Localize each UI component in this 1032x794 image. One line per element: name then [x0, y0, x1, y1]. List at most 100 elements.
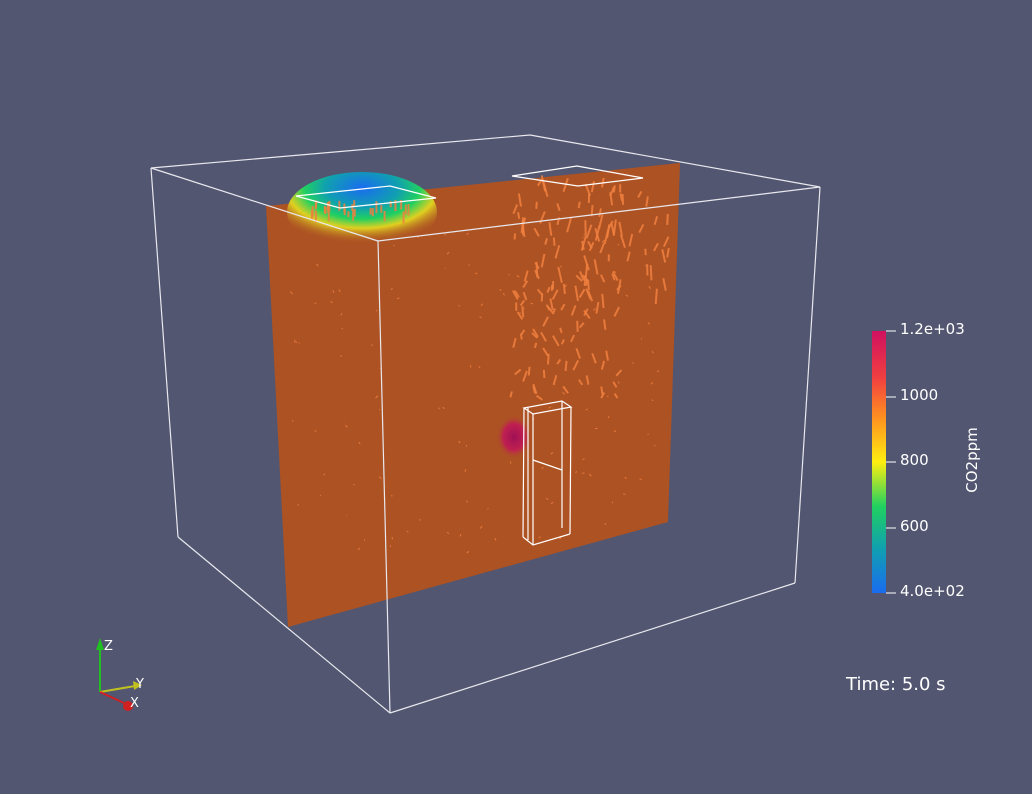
velocity-arrow — [585, 375, 590, 385]
velocity-arrow — [316, 263, 319, 267]
velocity-arrow — [358, 441, 361, 445]
colorbar-label-max: 1.2e+03 — [900, 320, 965, 338]
velocity-arrow — [579, 271, 585, 281]
orientation-axes[interactable]: Z Y X — [96, 638, 144, 711]
velocity-arrow — [612, 185, 616, 193]
velocity-arrow — [480, 303, 484, 306]
velocity-arrow — [466, 550, 470, 554]
velocity-arrow — [617, 243, 620, 246]
velocity-arrow — [532, 385, 536, 394]
velocity-arrow — [559, 327, 563, 334]
velocity-arrow — [541, 467, 544, 469]
velocity-arrow — [578, 288, 586, 299]
velocity-arrow — [532, 328, 539, 338]
velocity-arrow — [583, 308, 589, 316]
velocity-arrow — [554, 244, 561, 259]
velocity-arrow — [582, 458, 585, 461]
axis-y-label: Y — [135, 677, 144, 692]
velocity-arrow — [479, 316, 482, 319]
velocity-arrow — [552, 375, 558, 386]
velocity-arrow — [390, 287, 393, 290]
velocity-arrow — [572, 360, 580, 371]
velocity-arrow — [600, 360, 606, 370]
velocity-arrow — [538, 536, 541, 539]
velocity-arrow — [653, 216, 659, 226]
velocity-arrow — [479, 525, 483, 529]
occupant-box-outline — [522, 400, 573, 546]
velocity-arrow — [560, 339, 565, 345]
velocity-arrow — [638, 223, 645, 234]
velocity-arrow — [517, 193, 522, 207]
velocity-arrow — [531, 332, 538, 339]
velocity-arrow — [540, 331, 547, 342]
velocity-arrow — [662, 278, 667, 291]
velocity-arrow — [474, 272, 478, 275]
velocity-arrow — [446, 531, 450, 535]
velocity-arrow — [613, 306, 620, 317]
velocity-arrow — [609, 192, 614, 206]
velocity-arrow — [442, 406, 445, 410]
velocity-arrow — [291, 420, 294, 422]
velocity-arrow — [580, 235, 587, 251]
velocity-arrow — [587, 279, 590, 291]
velocity-arrow — [618, 221, 623, 236]
velocity-arrow — [605, 350, 609, 361]
velocity-arrow — [601, 293, 605, 309]
velocity-arrow — [533, 342, 538, 349]
velocity-arrow — [522, 291, 528, 301]
velocity-arrow — [550, 501, 554, 505]
velocity-arrow — [591, 352, 597, 364]
velocity-arrow — [637, 190, 643, 198]
velocity-arrow — [618, 381, 620, 384]
velocity-arrow — [575, 470, 578, 474]
velocity-arrow — [578, 379, 584, 386]
velocity-arrow — [516, 275, 520, 278]
velocity-arrow — [536, 288, 543, 296]
velocity-arrow — [323, 473, 326, 476]
colorbar-label-1000: 1000 — [900, 386, 939, 404]
inlet-plume — [287, 172, 437, 252]
velocity-arrow — [558, 537, 562, 540]
velocity-arrow — [593, 308, 596, 311]
velocity-arrow — [438, 407, 440, 410]
velocity-arrow — [582, 472, 585, 474]
velocity-arrow — [611, 273, 616, 281]
velocity-arrow — [613, 270, 617, 274]
velocity-arrow — [458, 440, 461, 444]
velocity-arrow — [542, 347, 549, 357]
ceiling-outlet-outline — [511, 165, 644, 187]
velocity-arrow — [521, 305, 525, 318]
velocity-arrow — [552, 335, 560, 347]
co2-source-blob — [496, 415, 532, 459]
velocity-arrow — [624, 476, 627, 479]
velocity-arrow — [559, 265, 563, 268]
velocity-arrow — [600, 274, 606, 283]
axis-x-label: X — [130, 696, 139, 711]
velocity-arrow — [519, 333, 523, 340]
velocity-arrow — [546, 498, 549, 500]
velocity-arrow — [607, 220, 614, 230]
velocity-arrow — [662, 236, 670, 248]
velocity-arrow — [519, 299, 526, 307]
velocity-arrow — [603, 227, 610, 245]
velocity-arrow — [293, 339, 296, 343]
velocity-arrow — [297, 504, 299, 506]
velocity-arrow — [616, 284, 622, 291]
velocity-arrow — [585, 288, 592, 300]
velocity-arrow — [625, 294, 629, 297]
velocity-arrow — [595, 301, 600, 314]
velocity-arrow — [601, 239, 605, 243]
colorbar-label-800: 800 — [900, 451, 929, 469]
velocity-arrow — [548, 222, 553, 236]
velocity-arrow — [564, 360, 568, 372]
velocity-arrow — [570, 305, 577, 316]
velocity-arrow — [604, 522, 607, 526]
velocity-arrow — [570, 334, 576, 343]
velocity-arrow — [598, 208, 602, 217]
velocity-arrow — [514, 368, 522, 376]
velocity-arrow — [338, 289, 341, 293]
velocity-arrow — [582, 274, 589, 283]
velocity-arrow — [545, 304, 551, 311]
velocity-arrow — [546, 286, 551, 293]
